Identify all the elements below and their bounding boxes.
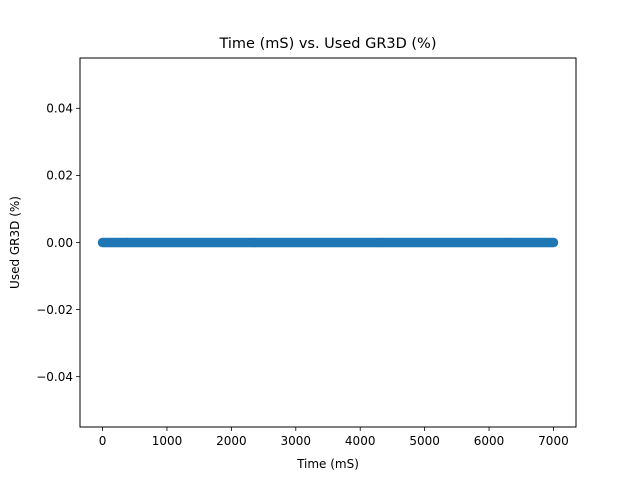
y-tick-label: 0.02 — [46, 169, 73, 183]
y-axis-label: Used GR3D (%) — [8, 196, 22, 289]
x-tick-label: 2000 — [216, 434, 247, 448]
x-tick-label: 5000 — [409, 434, 440, 448]
x-tick-label: 1000 — [152, 434, 183, 448]
y-tick-label: −0.04 — [36, 370, 73, 384]
x-axis-label: Time (mS) — [296, 457, 359, 471]
data-point — [548, 237, 559, 248]
data-points — [97, 237, 559, 248]
y-tick-label: −0.02 — [36, 303, 73, 317]
y-axis-ticks: −0.04 −0.02 0.00 0.02 0.04 — [36, 102, 80, 384]
x-tick-label: 0 — [99, 434, 107, 448]
x-axis-ticks: 0 1000 2000 3000 4000 5000 6000 7000 — [99, 427, 569, 448]
x-tick-label: 4000 — [345, 434, 376, 448]
x-tick-label: 7000 — [538, 434, 569, 448]
y-tick-label: 0.04 — [46, 102, 73, 116]
x-tick-label: 6000 — [474, 434, 505, 448]
x-tick-label: 3000 — [281, 434, 312, 448]
y-tick-label: 0.00 — [46, 236, 73, 250]
chart-title: Time (mS) vs. Used GR3D (%) — [218, 36, 436, 52]
